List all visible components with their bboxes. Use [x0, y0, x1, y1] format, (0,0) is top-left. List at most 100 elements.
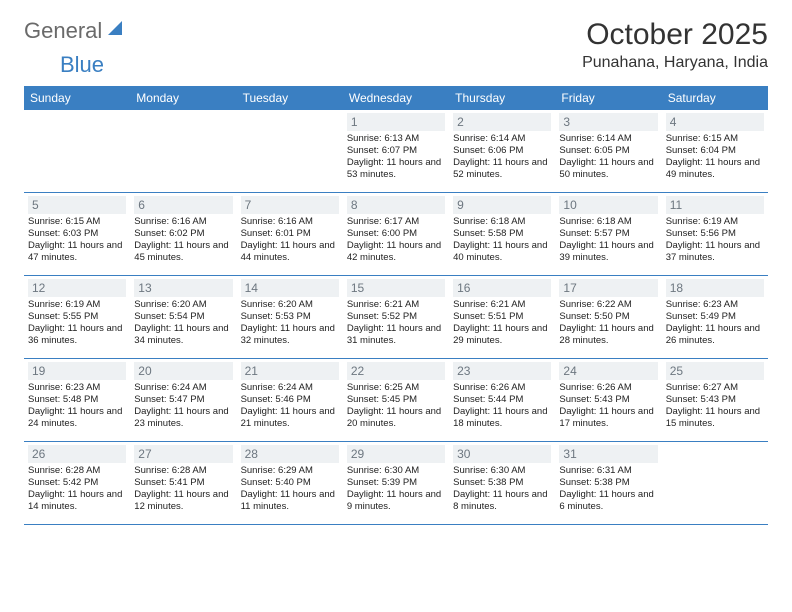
sunrise-text: Sunrise: 6:20 AM [134, 299, 232, 311]
sunset-text: Sunset: 5:52 PM [347, 311, 445, 323]
day-number: 17 [559, 279, 657, 297]
day-info: Sunrise: 6:30 AMSunset: 5:39 PMDaylight:… [347, 465, 445, 513]
sunrise-text: Sunrise: 6:24 AM [241, 382, 339, 394]
sunrise-text: Sunrise: 6:24 AM [134, 382, 232, 394]
daylight-text: Daylight: 11 hours and 26 minutes. [666, 323, 764, 347]
day-number: 5 [28, 196, 126, 214]
sunset-text: Sunset: 5:39 PM [347, 477, 445, 489]
day-number: 31 [559, 445, 657, 463]
sunset-text: Sunset: 5:45 PM [347, 394, 445, 406]
day-number: 9 [453, 196, 551, 214]
sunset-text: Sunset: 5:42 PM [28, 477, 126, 489]
sunset-text: Sunset: 6:03 PM [28, 228, 126, 240]
sunrise-text: Sunrise: 6:14 AM [453, 133, 551, 145]
daylight-text: Daylight: 11 hours and 6 minutes. [559, 489, 657, 513]
daylight-text: Daylight: 11 hours and 42 minutes. [347, 240, 445, 264]
location-text: Punahana, Haryana, India [582, 54, 768, 72]
day-number: 19 [28, 362, 126, 380]
day-number: 1 [347, 113, 445, 131]
sunrise-text: Sunrise: 6:26 AM [559, 382, 657, 394]
day-cell: 18Sunrise: 6:23 AMSunset: 5:49 PMDayligh… [662, 276, 768, 358]
sunset-text: Sunset: 6:06 PM [453, 145, 551, 157]
sunrise-text: Sunrise: 6:17 AM [347, 216, 445, 228]
day-cell: 22 Sunrise: 6:25 AMSunset: 5:45 PMDayligh… [343, 359, 449, 441]
sunrise-text: Sunrise: 6:21 AM [347, 299, 445, 311]
day-cell: 2Sunrise: 6:14 AMSunset: 6:06 PMDaylight… [449, 110, 555, 192]
calendar: Sunday Monday Tuesday Wednesday Thursday… [24, 86, 768, 525]
day-info: Sunrise: 6:24 AMSunset: 5:47 PMDaylight:… [134, 382, 232, 430]
day-cell: 28Sunrise: 6:29 AMSunset: 5:40 PMDayligh… [237, 442, 343, 524]
day-info: Sunrise: 6:14 AMSunset: 6:05 PMDaylight:… [559, 133, 657, 181]
day-cell: 19Sunrise: 6:23 AMSunset: 5:48 PMDayligh… [24, 359, 130, 441]
day-info: Sunrise: 6:20 AMSunset: 5:54 PMDaylight:… [134, 299, 232, 347]
day-info: Sunrise: 6:18 AMSunset: 5:58 PMDaylight:… [453, 216, 551, 264]
week-row: 5Sunrise: 6:15 AMSunset: 6:03 PMDaylight… [24, 193, 768, 276]
day-info: Sunrise: 6:20 AMSunset: 5:53 PMDaylight:… [241, 299, 339, 347]
sunset-text: Sunset: 5:55 PM [28, 311, 126, 323]
week-row: 26Sunrise: 6:28 AMSunset: 5:42 PMDayligh… [24, 442, 768, 525]
day-info: Sunrise: 6:15 AMSunset: 6:04 PMDaylight:… [666, 133, 764, 181]
sunrise-text: Sunrise: 6:16 AM [134, 216, 232, 228]
sunset-text: Sunset: 5:43 PM [666, 394, 764, 406]
sunrise-text: Sunrise: 6:15 AM [666, 133, 764, 145]
day-cell: 5 Sunrise: 6:15 AMSunset: 6:03 PMDaylight… [24, 193, 130, 275]
day-info: Sunrise: 6:21 AMSunset: 5:52 PMDaylight:… [347, 299, 445, 347]
day-header-sun: Sunday [24, 86, 130, 110]
day-info: Sunrise: 6:16 AMSunset: 6:02 PMDaylight:… [134, 216, 232, 264]
day-info: Sunrise: 6:28 AMSunset: 5:41 PMDaylight:… [134, 465, 232, 513]
day-number: 15 [347, 279, 445, 297]
day-info: Sunrise: 6:24 AMSunset: 5:46 PMDaylight:… [241, 382, 339, 430]
day-info: Sunrise: 6:27 AMSunset: 5:43 PMDaylight:… [666, 382, 764, 430]
sunrise-text: Sunrise: 6:19 AM [28, 299, 126, 311]
day-number: 4 [666, 113, 764, 131]
day-cell: 3 Sunrise: 6:14 AMSunset: 6:05 PMDaylight… [555, 110, 661, 192]
daylight-text: Daylight: 11 hours and 15 minutes. [666, 406, 764, 430]
sunset-text: Sunset: 5:49 PM [666, 311, 764, 323]
sunset-text: Sunset: 6:02 PM [134, 228, 232, 240]
day-number: 8 [347, 196, 445, 214]
sunrise-text: Sunrise: 6:30 AM [453, 465, 551, 477]
day-cell: 30Sunrise: 6:30 AMSunset: 5:38 PMDayligh… [449, 442, 555, 524]
day-number: 28 [241, 445, 339, 463]
daylight-text: Daylight: 11 hours and 21 minutes. [241, 406, 339, 430]
day-number: 13 [134, 279, 232, 297]
sunrise-text: Sunrise: 6:28 AM [134, 465, 232, 477]
day-cell: 10Sunrise: 6:18 AMSunset: 5:57 PMDayligh… [555, 193, 661, 275]
day-cell: 1Sunrise: 6:13 AMSunset: 6:07 PMDaylight… [343, 110, 449, 192]
day-cell: 21Sunrise: 6:24 AMSunset: 5:46 PMDayligh… [237, 359, 343, 441]
day-cell [662, 442, 768, 524]
day-number: 22 [347, 362, 445, 380]
daylight-text: Daylight: 11 hours and 12 minutes. [134, 489, 232, 513]
daylight-text: Daylight: 11 hours and 39 minutes. [559, 240, 657, 264]
day-cell: 11Sunrise: 6:19 AMSunset: 5:56 PMDayligh… [662, 193, 768, 275]
daylight-text: Daylight: 11 hours and 9 minutes. [347, 489, 445, 513]
daylight-text: Daylight: 11 hours and 11 minutes. [241, 489, 339, 513]
sunrise-text: Sunrise: 6:23 AM [28, 382, 126, 394]
day-cell: 7Sunrise: 6:16 AMSunset: 6:01 PMDaylight… [237, 193, 343, 275]
day-number: 16 [453, 279, 551, 297]
day-number: 3 [559, 113, 657, 131]
day-number: 7 [241, 196, 339, 214]
day-cell: 16Sunrise: 6:21 AMSunset: 5:51 PMDayligh… [449, 276, 555, 358]
sunrise-text: Sunrise: 6:21 AM [453, 299, 551, 311]
daylight-text: Daylight: 11 hours and 47 minutes. [28, 240, 126, 264]
sunrise-text: Sunrise: 6:27 AM [666, 382, 764, 394]
sunrise-text: Sunrise: 6:19 AM [666, 216, 764, 228]
daylight-text: Daylight: 11 hours and 31 minutes. [347, 323, 445, 347]
sunrise-text: Sunrise: 6:15 AM [28, 216, 126, 228]
day-number: 14 [241, 279, 339, 297]
day-cell: 20Sunrise: 6:24 AMSunset: 5:47 PMDayligh… [130, 359, 236, 441]
daylight-text: Daylight: 11 hours and 37 minutes. [666, 240, 764, 264]
day-number: 6 [134, 196, 232, 214]
day-info: Sunrise: 6:23 AMSunset: 5:49 PMDaylight:… [666, 299, 764, 347]
day-info: Sunrise: 6:25 AMSunset: 5:45 PMDaylight:… [347, 382, 445, 430]
day-number: 25 [666, 362, 764, 380]
daylight-text: Daylight: 11 hours and 40 minutes. [453, 240, 551, 264]
day-info: Sunrise: 6:31 AMSunset: 5:38 PMDaylight:… [559, 465, 657, 513]
sunset-text: Sunset: 5:53 PM [241, 311, 339, 323]
title-block: October 2025 Punahana, Haryana, India [582, 18, 768, 72]
daylight-text: Daylight: 11 hours and 23 minutes. [134, 406, 232, 430]
day-number: 12 [28, 279, 126, 297]
sunset-text: Sunset: 5:41 PM [134, 477, 232, 489]
day-info: Sunrise: 6:18 AMSunset: 5:57 PMDaylight:… [559, 216, 657, 264]
